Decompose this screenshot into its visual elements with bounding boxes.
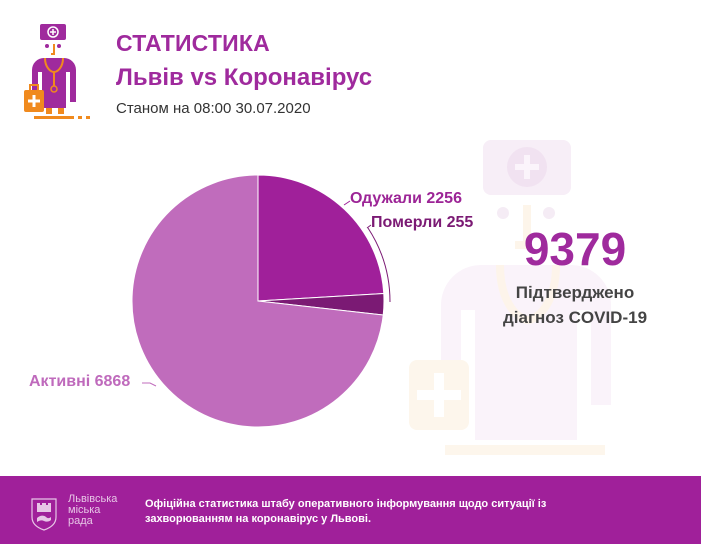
city-line-2: міська <box>68 504 101 516</box>
active-label: Активні 6868 <box>29 373 131 390</box>
doctor-watermark-icon <box>409 140 611 455</box>
active-slice <box>131 174 384 428</box>
city-line-3: рада <box>68 515 93 527</box>
date-label: Станом на 08:00 30.07.2020 <box>116 100 311 117</box>
caption-line-1: Підтверджено <box>515 283 635 302</box>
city-line-1: Львівська <box>68 493 118 505</box>
caption-line-2: діагноз COVID-19 <box>502 308 648 327</box>
footer <box>0 476 701 544</box>
died-label: Померли 255 <box>371 214 474 231</box>
page-title: СТАТИСТИКА <box>116 30 270 56</box>
total-cases: 9379 <box>523 223 627 275</box>
lviv-coat-of-arms-icon <box>31 498 57 531</box>
city-council-name: Львівська міська рада <box>68 494 128 527</box>
pie-chart <box>131 174 391 428</box>
recovered-slice <box>257 174 385 302</box>
page-subtitle: Львів vs Коронавірус <box>116 64 373 91</box>
died-bracket <box>367 227 391 303</box>
footer-text: Офіційна статистика штабу оперативного і… <box>145 498 547 525</box>
total-caption: Підтверджено діагноз COVID-19 <box>490 280 660 330</box>
recovered-label: Одужали 2256 <box>350 190 462 207</box>
doctor-icon <box>24 24 90 119</box>
